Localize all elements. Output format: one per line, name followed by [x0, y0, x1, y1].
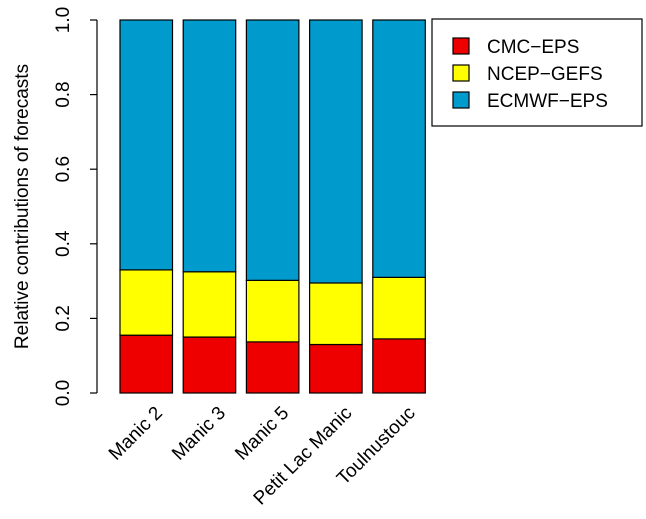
y-tick-label: 0.4 [53, 230, 74, 257]
bar-segment-cmc-eps-2 [182, 336, 237, 394]
y-axis-label: Relative contributions of forecasts [12, 64, 33, 349]
legend-label: NCEP−GEFS [487, 64, 603, 85]
bar-segment-ecmwf-eps-5 [372, 19, 426, 278]
x-tick-label: Manic 3 [168, 403, 230, 465]
bar-segment-ecmwf-eps-1 [119, 19, 174, 271]
bars-group [119, 19, 426, 394]
bar-segment-ncep-gefs-5 [372, 276, 426, 340]
bar-segment-ncep-gefs-3 [245, 279, 300, 343]
y-tick-label: 1.0 [53, 7, 74, 33]
legend-swatch [452, 64, 470, 82]
bar-segment-ecmwf-eps-4 [309, 19, 363, 284]
legend-label: ECMWF−EPS [487, 91, 608, 112]
bar-segment-cmc-eps-1 [119, 334, 174, 394]
bar-segment-ncep-gefs-1 [119, 269, 174, 336]
bar-segment-cmc-eps-3 [245, 341, 300, 394]
bar-segment-cmc-eps-5 [372, 338, 426, 394]
x-tick-label: Manic 5 [231, 403, 293, 465]
bar-segment-ncep-gefs-4 [309, 282, 363, 346]
bar-segment-ecmwf-eps-3 [245, 19, 300, 281]
legend-swatch [452, 37, 470, 55]
plot-area [119, 19, 426, 394]
x-tick-label: Manic 2 [105, 403, 167, 465]
bar-segment-ncep-gefs-2 [182, 271, 237, 338]
legend-label: CMC−EPS [487, 37, 579, 58]
bar-segment-ecmwf-eps-2 [182, 19, 237, 273]
legend: CMC−EPS NCEP−GEFS ECMWF−EPS [431, 18, 643, 127]
y-axis: 0.0 0.2 0.4 0.6 0.8 1.0 Relative contribution… [12, 7, 98, 406]
y-tick-label: 0.2 [53, 305, 74, 331]
y-tick-label: 0.8 [53, 81, 74, 107]
y-tick-label: 0.6 [53, 156, 74, 182]
bar-segment-cmc-eps-4 [309, 343, 363, 394]
legend-swatch [452, 91, 470, 109]
y-ticks-group: 0.0 0.2 0.4 0.6 0.8 1.0 [53, 7, 97, 406]
y-tick-label: 0.0 [53, 380, 74, 406]
